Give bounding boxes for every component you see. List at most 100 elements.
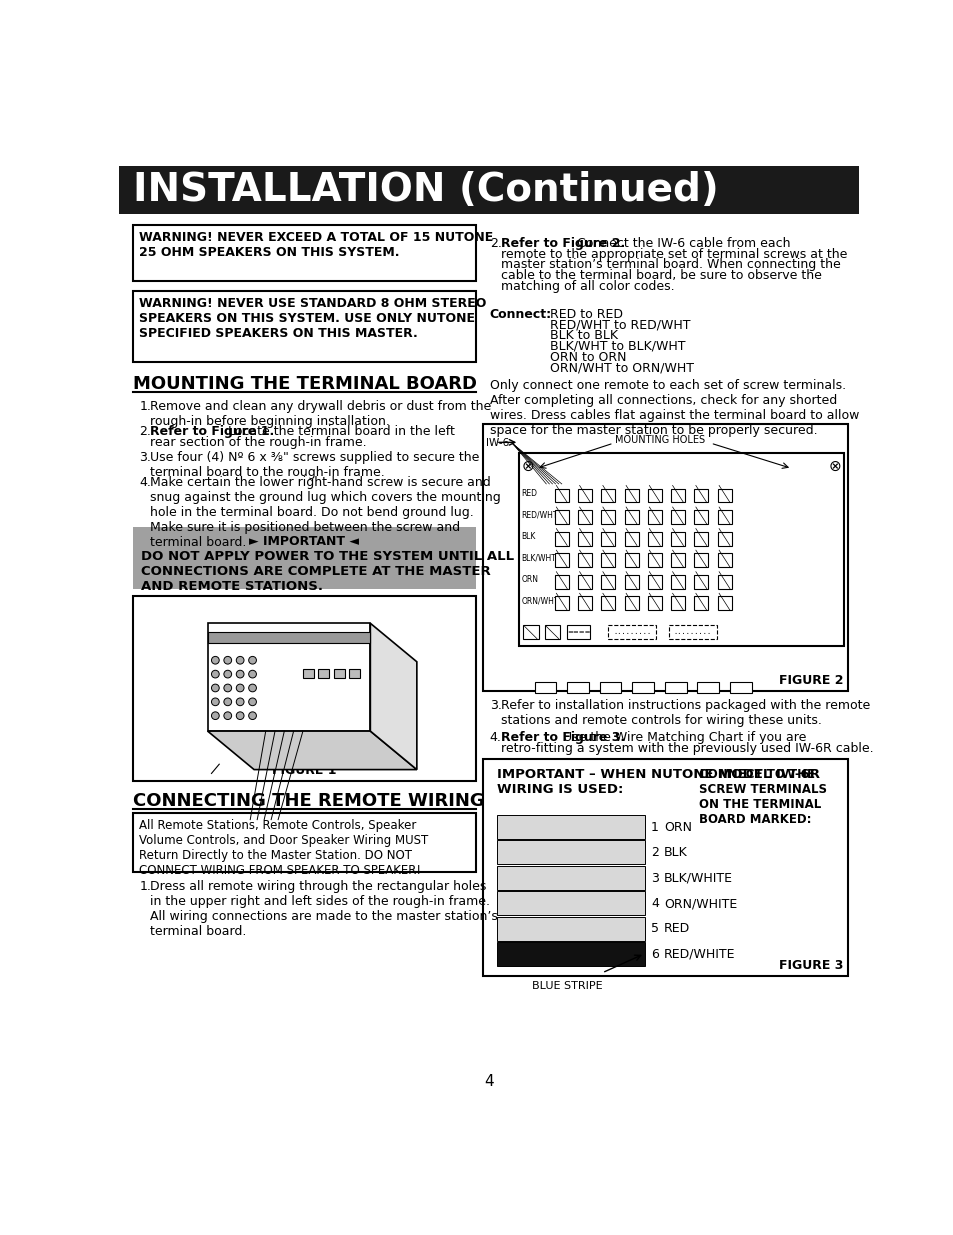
- Bar: [578, 597, 592, 610]
- Text: MOUNTING THE TERMINAL BOARD: MOUNTING THE TERMINAL BOARD: [133, 375, 476, 394]
- Text: RED/WHITE: RED/WHITE: [663, 948, 735, 961]
- Text: 4.: 4.: [139, 477, 152, 489]
- Bar: [578, 510, 592, 524]
- Circle shape: [212, 684, 219, 692]
- Text: 2.: 2.: [139, 425, 152, 438]
- Bar: [670, 597, 684, 610]
- Bar: [578, 574, 592, 589]
- Bar: [647, 597, 661, 610]
- Text: Use the Wire Matching Chart if you are: Use the Wire Matching Chart if you are: [558, 731, 806, 745]
- Bar: [497, 841, 644, 864]
- Circle shape: [249, 656, 256, 664]
- Bar: [624, 510, 638, 524]
- Text: DO NOT APPLY POWER TO THE SYSTEM UNTIL ALL
CONNECTIONS ARE COMPLETE AT THE MASTE: DO NOT APPLY POWER TO THE SYSTEM UNTIL A…: [141, 550, 514, 593]
- Bar: [555, 574, 568, 589]
- Text: RED: RED: [663, 923, 690, 935]
- Bar: [624, 489, 638, 503]
- Bar: [717, 597, 731, 610]
- Bar: [497, 916, 644, 941]
- Text: CONNECTING THE REMOTE WIRING: CONNECTING THE REMOTE WIRING: [133, 792, 484, 810]
- Bar: [567, 625, 590, 638]
- Bar: [555, 489, 568, 503]
- Text: IW-6: IW-6: [485, 437, 509, 448]
- Text: RED to RED: RED to RED: [550, 308, 622, 321]
- Text: .........: .........: [673, 629, 711, 635]
- Polygon shape: [370, 624, 416, 769]
- Text: FIGURE 2: FIGURE 2: [779, 674, 843, 687]
- Circle shape: [249, 684, 256, 692]
- Bar: [555, 510, 568, 524]
- Bar: [119, 165, 858, 214]
- Bar: [334, 668, 344, 678]
- Text: WARNING! NEVER USE STANDARD 8 OHM STEREO
SPEAKERS ON THIS SYSTEM. USE ONLY NUTON: WARNING! NEVER USE STANDARD 8 OHM STEREO…: [139, 296, 486, 340]
- Text: Use four (4) Nº 6 x ⅜" screws supplied to secure the
terminal board to the rough: Use four (4) Nº 6 x ⅜" screws supplied t…: [150, 451, 479, 479]
- Bar: [133, 527, 476, 589]
- Text: 4.: 4.: [489, 731, 501, 745]
- Bar: [599, 682, 620, 693]
- Circle shape: [224, 698, 232, 705]
- Bar: [717, 510, 731, 524]
- Bar: [670, 489, 684, 503]
- Bar: [578, 489, 592, 503]
- Text: 4: 4: [650, 897, 659, 910]
- Polygon shape: [208, 624, 370, 731]
- Circle shape: [224, 671, 232, 678]
- Text: ORN to ORN: ORN to ORN: [550, 351, 626, 364]
- Circle shape: [236, 711, 244, 720]
- Text: 1.: 1.: [139, 400, 152, 412]
- Bar: [647, 553, 661, 567]
- Text: 6: 6: [650, 948, 659, 961]
- Bar: [497, 815, 644, 839]
- Text: INSTALLATION (Continued): INSTALLATION (Continued): [133, 170, 719, 209]
- Text: BLK: BLK: [663, 846, 687, 860]
- Bar: [729, 682, 751, 693]
- Circle shape: [212, 671, 219, 678]
- Bar: [318, 668, 329, 678]
- Bar: [647, 510, 661, 524]
- Text: ORN/WHT: ORN/WHT: [521, 597, 558, 605]
- Bar: [624, 597, 638, 610]
- Text: rear section of the rough-in frame.: rear section of the rough-in frame.: [150, 436, 367, 450]
- Text: BLK/WHT: BLK/WHT: [521, 553, 556, 562]
- Text: BLK/WHITE: BLK/WHITE: [663, 872, 732, 884]
- Bar: [303, 668, 314, 678]
- Bar: [600, 597, 615, 610]
- Circle shape: [224, 656, 232, 664]
- Text: Remove and clean any drywall debris or dust from the
rough-in before beginning i: Remove and clean any drywall debris or d…: [150, 400, 491, 429]
- Bar: [647, 489, 661, 503]
- Text: 2.: 2.: [489, 237, 501, 249]
- Bar: [578, 531, 592, 546]
- Text: Connect the IW-6 cable from each: Connect the IW-6 cable from each: [572, 237, 789, 249]
- Bar: [578, 553, 592, 567]
- Bar: [717, 531, 731, 546]
- Bar: [483, 424, 847, 692]
- Bar: [717, 574, 731, 589]
- Text: ORN: ORN: [521, 576, 537, 584]
- Bar: [133, 225, 476, 280]
- Bar: [555, 553, 568, 567]
- Text: Make certain the lower right-hand screw is secure and
snug against the ground lu: Make certain the lower right-hand screw …: [150, 477, 500, 550]
- Bar: [647, 574, 661, 589]
- Bar: [608, 625, 656, 638]
- Text: Refer to Figure 1.: Refer to Figure 1.: [150, 425, 274, 438]
- Text: Locate the terminal board in the left: Locate the terminal board in the left: [224, 425, 455, 438]
- Text: BLK: BLK: [521, 532, 536, 541]
- Text: MOUNTING HOLES: MOUNTING HOLES: [615, 436, 704, 446]
- Bar: [624, 574, 638, 589]
- Circle shape: [236, 656, 244, 664]
- Circle shape: [236, 671, 244, 678]
- Text: Dress all remote wiring through the rectangular holes
in the upper right and lef: Dress all remote wiring through the rect…: [150, 879, 497, 937]
- Text: BLK/WHT to BLK/WHT: BLK/WHT to BLK/WHT: [550, 340, 685, 353]
- Bar: [694, 510, 707, 524]
- Bar: [697, 682, 719, 693]
- Bar: [133, 813, 476, 872]
- Text: CONNECT TO THE
SCREW TERMINALS
ON THE TERMINAL
BOARD MARKED:: CONNECT TO THE SCREW TERMINALS ON THE TE…: [699, 768, 826, 826]
- Text: RED/WHT to RED/WHT: RED/WHT to RED/WHT: [550, 319, 690, 331]
- Text: master station’s terminal board. When connecting the: master station’s terminal board. When co…: [500, 258, 840, 272]
- Circle shape: [249, 698, 256, 705]
- Text: All Remote Stations, Remote Controls, Speaker
Volume Controls, and Door Speaker : All Remote Stations, Remote Controls, Sp…: [139, 819, 428, 877]
- Bar: [624, 531, 638, 546]
- Text: RED: RED: [521, 489, 537, 498]
- Bar: [567, 682, 588, 693]
- Bar: [483, 758, 847, 976]
